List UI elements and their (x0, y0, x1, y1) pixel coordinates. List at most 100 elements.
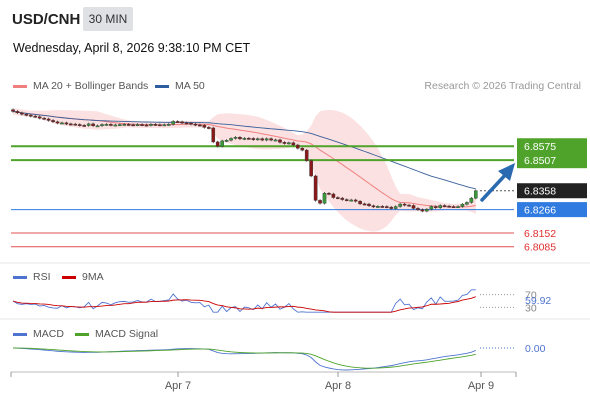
macd-signal-label: MACD Signal (95, 328, 159, 340)
candle-body (264, 138, 269, 141)
candle-body (331, 193, 336, 198)
candle-body (42, 117, 46, 120)
candle-body (304, 149, 309, 161)
candle-body (465, 202, 469, 205)
candle-body (180, 121, 184, 124)
candle-body (86, 123, 91, 126)
symbol-title: USD/CNH (12, 11, 81, 28)
candle-body (51, 120, 55, 123)
candle-body (202, 125, 207, 128)
legend-rsi-ma: 9MA (62, 271, 104, 283)
candle-body (260, 138, 265, 141)
ma20-swatch (13, 84, 27, 88)
macd-signal-line (12, 347, 476, 369)
candle-body (362, 203, 367, 206)
rsi-swatch (13, 275, 27, 279)
candle-body (322, 192, 327, 204)
candle-body (11, 109, 15, 112)
price-label-bg-6.8266 (517, 202, 587, 218)
price-label-6.8152: 6.8152 (524, 228, 556, 240)
candle-body (122, 124, 127, 126)
candle-body (215, 141, 220, 147)
candle-body (269, 138, 273, 141)
candle-body (60, 122, 64, 125)
price-label-6.8085: 6.8085 (524, 242, 556, 254)
candle-body (149, 124, 153, 126)
candle-body (389, 206, 394, 209)
candle-body (416, 208, 420, 210)
candle-body (438, 205, 443, 208)
candle-body (24, 114, 29, 116)
candle-body (95, 125, 100, 128)
candle-body (282, 142, 287, 144)
candle-body (353, 199, 358, 202)
rsi-ma-label: 9MA (82, 271, 104, 283)
candle-body (407, 204, 411, 207)
candle-body (451, 206, 456, 208)
chart-header: USD/CNH 30 MIN Wednesday, April 8, 2026 … (0, 0, 590, 70)
candle-body (37, 116, 42, 119)
candle-body (229, 138, 233, 141)
candle-body (109, 124, 113, 126)
candle-body (117, 124, 122, 126)
candle-body (402, 203, 407, 206)
forecast-arrow-head (498, 163, 515, 181)
x-axis-label: Apr 8 (325, 380, 351, 392)
candle-body (135, 124, 140, 126)
rsi-line (12, 289, 476, 313)
candle-body (20, 112, 24, 115)
candle-body (300, 148, 305, 151)
candle-body (171, 121, 176, 125)
candle-body (29, 114, 33, 117)
candle-body (433, 206, 438, 208)
candle-body (291, 142, 296, 146)
candle-body (336, 197, 340, 199)
candle-body (456, 206, 460, 208)
candle-body (55, 121, 60, 124)
candle-body (318, 200, 322, 204)
candle-body (380, 206, 385, 208)
rsi-ma-line (12, 296, 476, 313)
candle-body (77, 124, 82, 126)
candle-body (238, 137, 242, 140)
candle-body (474, 190, 478, 199)
macd-swatch (13, 332, 27, 336)
candle-body (211, 127, 216, 143)
legend-ma20: MA 20 + Bollinger Bands (13, 80, 148, 92)
candle-body (33, 115, 38, 118)
candle-body (367, 203, 371, 206)
candle-body (153, 124, 158, 126)
macd-line (12, 347, 476, 371)
price-label-6.8266: 6.8266 (524, 204, 556, 216)
candle-body (46, 118, 51, 121)
candle-body (166, 124, 171, 126)
candle-body (287, 142, 291, 145)
candle-body (162, 124, 167, 127)
candle-body (82, 125, 86, 127)
x-axis-label: Apr 9 (468, 380, 494, 392)
candle-body (158, 124, 162, 127)
candle-body (100, 124, 104, 126)
candle-body (313, 175, 318, 201)
ma50-label: MA 50 (175, 80, 205, 92)
rsi-value-label: 59.92 (525, 295, 551, 307)
price-label-6.8358: 6.8358 (524, 186, 556, 198)
candle-body (184, 122, 189, 125)
candle-body (344, 199, 349, 201)
candle-body (113, 124, 118, 127)
price-label-bg-6.8358 (517, 183, 587, 199)
candle-body (429, 206, 434, 210)
candle-body (349, 199, 354, 202)
rsi-label: RSI (33, 271, 51, 283)
candle-body (327, 192, 331, 195)
x-axis-label: Apr 7 (165, 380, 191, 392)
resistance-label-box (517, 138, 587, 169)
candle-body (251, 138, 256, 140)
candle-body (140, 124, 144, 126)
candle-body (144, 124, 149, 127)
timeframe-button[interactable]: 30 MIN (83, 7, 133, 31)
candle-body (371, 205, 376, 208)
candle-body (376, 206, 380, 208)
candle-body (206, 127, 211, 129)
